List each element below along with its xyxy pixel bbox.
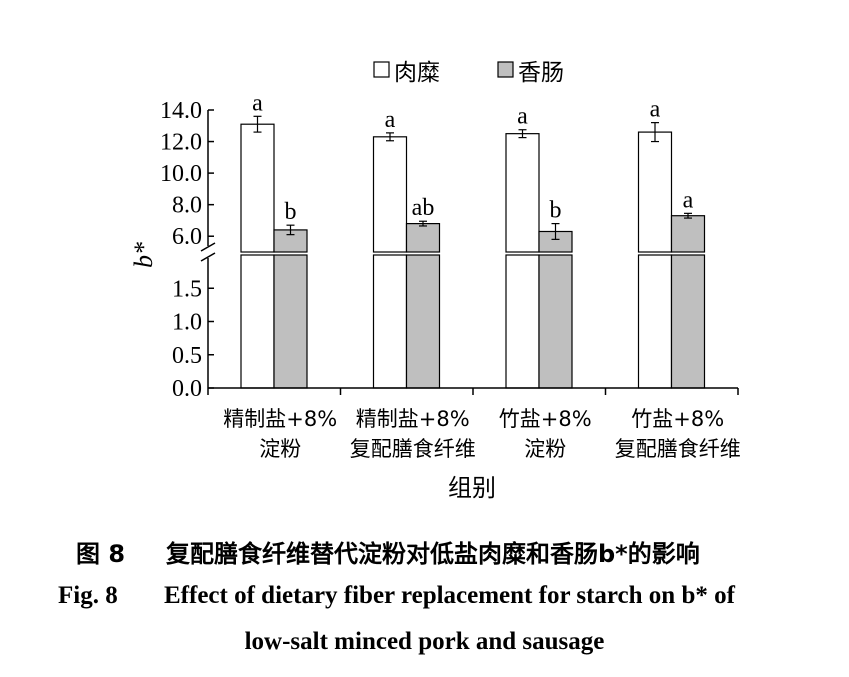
y-tick-label: 10.0	[160, 161, 202, 187]
bar-lower-segment	[637, 254, 673, 389]
bar	[505, 133, 540, 253]
significance-label: a	[385, 107, 396, 133]
bar-lower-segment	[670, 254, 706, 389]
bar-lower-segment	[372, 254, 408, 389]
caption-en-text-1: Effect of dietary fiber replacement for …	[164, 582, 735, 609]
x-tick-label: 复配膳食纤维	[615, 437, 741, 461]
bars: aa a ab ab b a	[240, 90, 706, 389]
bar-lower-segment	[505, 254, 540, 389]
legend-swatch	[497, 61, 514, 78]
caption-en-number: Fig. 8	[58, 582, 118, 609]
bar	[637, 131, 673, 253]
bar	[372, 136, 408, 253]
legend: 肉糜 香肠	[373, 60, 564, 86]
axes	[200, 110, 739, 395]
legend-label: 肉糜	[394, 60, 440, 86]
y-tick-label: 0.0	[172, 376, 202, 402]
bar-chart: 肉糜 香肠 aa a ab ab b a 0.00.51.01.56.08.010.012.…	[129, 60, 741, 502]
y-tick-label: 1.0	[172, 310, 202, 336]
axis-break-mark-top	[200, 242, 216, 252]
y-tick-label: 12.0	[160, 130, 202, 156]
bar-lower-segment	[405, 254, 441, 389]
significance-label: b	[285, 199, 297, 225]
y-tick-label: 14.0	[160, 98, 202, 124]
x-tick-label: 竹盐+8%	[631, 407, 724, 431]
significance-label: b	[550, 198, 562, 224]
x-tick-label: 精制盐+8%	[356, 407, 470, 431]
x-tick-label: 竹盐+8%	[499, 407, 592, 431]
legend-label: 香肠	[518, 60, 564, 86]
y-ticks: 0.0 0.5 1.0 1.5 6.0 8.0 10.0 12.0 14.0	[160, 98, 214, 402]
axis-break-mark-bottom	[200, 252, 216, 262]
bar	[670, 215, 706, 253]
y-tick-label: 1.5	[172, 276, 202, 302]
caption-en-line2: low-salt minced pork and sausage	[244, 628, 605, 655]
bar-lower-segment	[273, 254, 308, 389]
legend-swatch	[373, 61, 390, 78]
y-tick-label: 0.5	[172, 343, 202, 369]
caption-cn-text: 复配膳食纤维替代淀粉对低盐肉糜和香肠b*的影响	[166, 540, 700, 568]
x-tick-label: 淀粉	[259, 437, 301, 461]
significance-label: a	[517, 104, 528, 130]
bar	[240, 123, 275, 253]
significance-label: ab	[412, 195, 435, 221]
x-tick-label: 复配膳食纤维	[350, 437, 476, 461]
bar-lower-segment	[538, 254, 573, 389]
bar-lower-segment	[240, 254, 275, 389]
significance-label: a	[252, 90, 263, 116]
bar	[405, 223, 441, 253]
x-tick-label: 淀粉	[524, 437, 566, 461]
y-tick-label: 6.0	[172, 224, 202, 250]
y-tick-label: 8.0	[172, 193, 202, 219]
caption-cn-number: 图 8	[76, 540, 126, 568]
y-axis-label: b*	[129, 242, 158, 268]
x-tick-label: 精制盐+8%	[223, 407, 337, 431]
significance-label: a	[650, 97, 661, 123]
x-axis-label: 组别	[448, 474, 496, 502]
significance-label: a	[683, 187, 694, 213]
